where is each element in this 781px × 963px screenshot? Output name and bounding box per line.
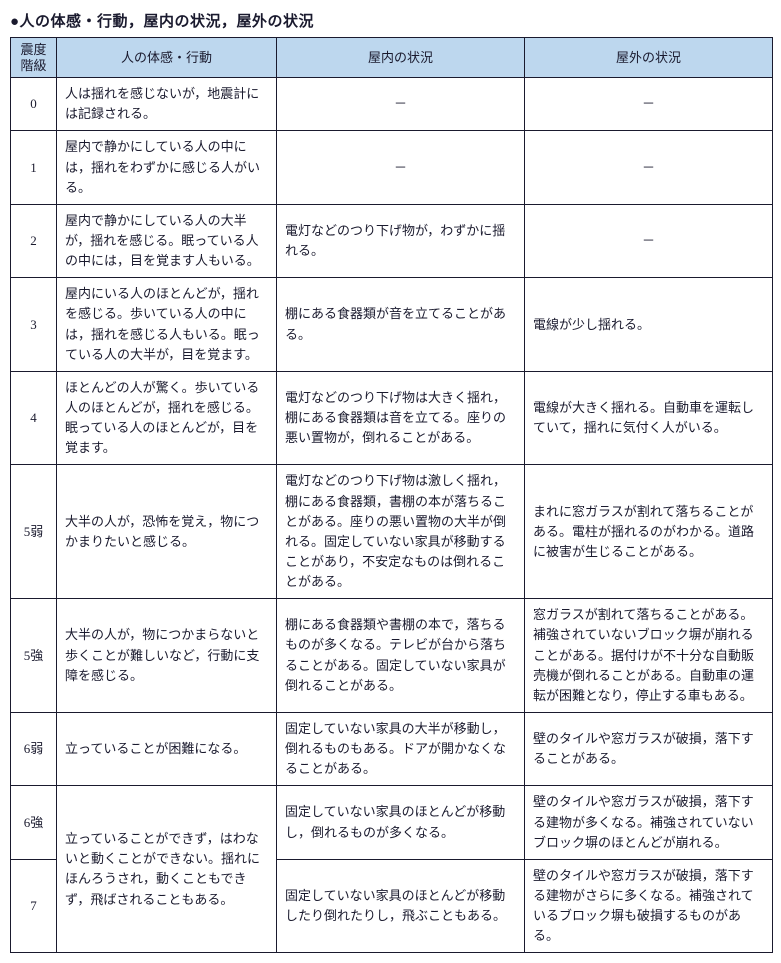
- cell-level: 3: [11, 278, 57, 372]
- cell-human: 屋内で静かにしている人の中には，揺れをわずかに感じる人がいる。: [57, 131, 277, 204]
- cell-human: 立っていることが困難になる。: [57, 712, 277, 785]
- table-row: 5強大半の人が，物につかまらないと歩くことが難しいなど，行動に支障を感じる。棚に…: [11, 599, 773, 713]
- cell-human: 屋内で静かにしている人の大半が，揺れを感じる。眠っている人の中には，目を覚ます人…: [57, 204, 277, 277]
- cell-indoor: －: [277, 78, 525, 131]
- cell-outdoor: 壁のタイルや窓ガラスが破損，落下する建物が多くなる。補強されていないブロック塀の…: [525, 786, 773, 859]
- table-row: 1屋内で静かにしている人の中には，揺れをわずかに感じる人がいる。－－: [11, 131, 773, 204]
- cell-outdoor: －: [525, 131, 773, 204]
- cell-outdoor: 壁のタイルや窓ガラスが破損，落下することがある。: [525, 712, 773, 785]
- cell-indoor: 棚にある食器類が音を立てることがある。: [277, 278, 525, 372]
- cell-level: 6強: [11, 786, 57, 859]
- cell-level: 0: [11, 78, 57, 131]
- cell-indoor: 棚にある食器類や書棚の本で，落ちるものが多くなる。テレビが台から落ちることがある…: [277, 599, 525, 713]
- cell-indoor: －: [277, 131, 525, 204]
- cell-outdoor: 電線が少し揺れる。: [525, 278, 773, 372]
- cell-level: 1: [11, 131, 57, 204]
- intensity-table: 震度階級 人の体感・行動 屋内の状況 屋外の状況 0人は揺れを感じないが，地震計…: [10, 37, 773, 953]
- header-level: 震度階級: [11, 38, 57, 78]
- cell-human: 大半の人が，物につかまらないと歩くことが難しいなど，行動に支障を感じる。: [57, 599, 277, 713]
- table-row: 6弱立っていることが困難になる。固定していない家具の大半が移動し，倒れるものもあ…: [11, 712, 773, 785]
- table-row: 0人は揺れを感じないが，地震計には記録される。－－: [11, 78, 773, 131]
- table-row: 5弱大半の人が，恐怖を覚え，物につかまりたいと感じる。電灯などのつり下げ物は激し…: [11, 465, 773, 599]
- header-human: 人の体感・行動: [57, 38, 277, 78]
- table-row: 2屋内で静かにしている人の大半が，揺れを感じる。眠っている人の中には，目を覚ます…: [11, 204, 773, 277]
- header-outdoor: 屋外の状況: [525, 38, 773, 78]
- cell-level: 5弱: [11, 465, 57, 599]
- cell-human: 立っていることができず，はわないと動くことができない。揺れにほんろうされ，動くこ…: [57, 786, 277, 953]
- cell-outdoor: 窓ガラスが割れて落ちることがある。補強されていないブロック塀が崩れることがある。…: [525, 599, 773, 713]
- cell-outdoor: －: [525, 204, 773, 277]
- cell-indoor: 電灯などのつり下げ物が，わずかに揺れる。: [277, 204, 525, 277]
- cell-human: ほとんどの人が驚く。歩いている人のほとんどが，揺れを感じる。眠っている人のほとん…: [57, 371, 277, 465]
- cell-human: 屋内にいる人のほとんどが，揺れを感じる。歩いている人の中には，揺れを感じる人もい…: [57, 278, 277, 372]
- table-row: 3屋内にいる人のほとんどが，揺れを感じる。歩いている人の中には，揺れを感じる人も…: [11, 278, 773, 372]
- cell-level: 2: [11, 204, 57, 277]
- table-header-row: 震度階級 人の体感・行動 屋内の状況 屋外の状況: [11, 38, 773, 78]
- cell-human: 大半の人が，恐怖を覚え，物につかまりたいと感じる。: [57, 465, 277, 599]
- cell-human: 人は揺れを感じないが，地震計には記録される。: [57, 78, 277, 131]
- cell-level: 6弱: [11, 712, 57, 785]
- cell-level: 7: [11, 859, 57, 953]
- table-row: 6強立っていることができず，はわないと動くことができない。揺れにほんろうされ，動…: [11, 786, 773, 859]
- header-indoor: 屋内の状況: [277, 38, 525, 78]
- cell-indoor: 固定していない家具の大半が移動し，倒れるものもある。ドアが開かなくなることがある…: [277, 712, 525, 785]
- cell-outdoor: －: [525, 78, 773, 131]
- cell-level: 4: [11, 371, 57, 465]
- cell-indoor: 電灯などのつり下げ物は大きく揺れ，棚にある食器類は音を立てる。座りの悪い置物が，…: [277, 371, 525, 465]
- page-title: ●人の体感・行動，屋内の状況，屋外の状況: [10, 10, 771, 31]
- cell-indoor: 固定していない家具のほとんどが移動し，倒れるものが多くなる。: [277, 786, 525, 859]
- cell-outdoor: 壁のタイルや窓ガラスが破損，落下する建物がさらに多くなる。補強されているブロック…: [525, 859, 773, 953]
- cell-outdoor: 電線が大きく揺れる。自動車を運転していて，揺れに気付く人がいる。: [525, 371, 773, 465]
- cell-indoor: 固定していない家具のほとんどが移動したり倒れたりし，飛ぶこともある。: [277, 859, 525, 953]
- cell-outdoor: まれに窓ガラスが割れて落ちることがある。電柱が揺れるのがわかる。道路に被害が生じ…: [525, 465, 773, 599]
- cell-indoor: 電灯などのつり下げ物は激しく揺れ，棚にある食器類，書棚の本が落ちることがある。座…: [277, 465, 525, 599]
- cell-level: 5強: [11, 599, 57, 713]
- table-row: 4ほとんどの人が驚く。歩いている人のほとんどが，揺れを感じる。眠っている人のほと…: [11, 371, 773, 465]
